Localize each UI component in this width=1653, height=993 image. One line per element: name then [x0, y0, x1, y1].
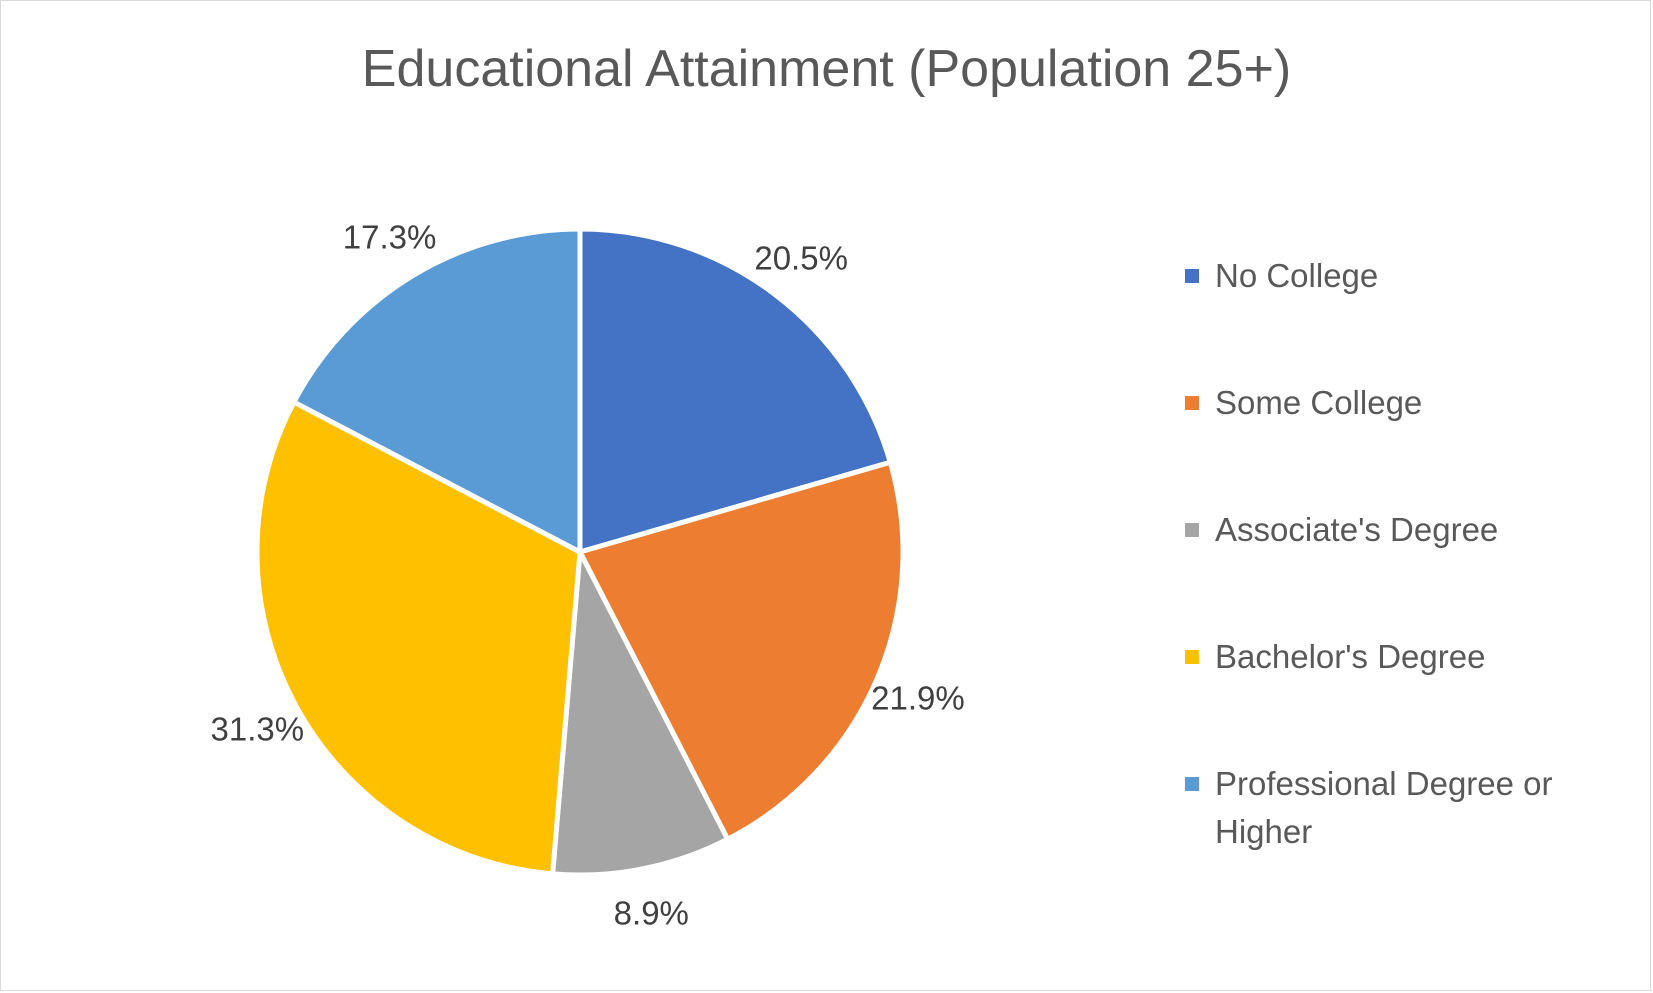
- chart-title: Educational Attainment (Population 25+): [361, 40, 1292, 98]
- pie-slice-some-college: [577, 459, 906, 842]
- pie-slice-professional-degree-or-higher: [291, 226, 583, 555]
- legend-item-professional-degree: Professional Degree or Higher: [1185, 760, 1605, 856]
- legend-item-associates-degree: Associate's Degree: [1185, 506, 1605, 554]
- legend-label: Professional Degree or Higher: [1215, 765, 1553, 850]
- data-label-some-college: 21.9%: [871, 679, 965, 716]
- legend-item-bachelors-degree: Bachelor's Degree: [1185, 633, 1605, 681]
- data-label-professional-degree-or-higher: 17.3%: [343, 219, 437, 256]
- legend-swatch: [1185, 777, 1199, 791]
- pie-slice-associate-s-degree: [550, 549, 731, 878]
- legend-label: Some College: [1215, 384, 1423, 421]
- legend-swatch: [1185, 269, 1199, 283]
- legend-swatch: [1185, 650, 1199, 664]
- pie-slice-no-college: [577, 226, 893, 555]
- legend-swatch: [1185, 396, 1199, 410]
- legend-item-some-college: Some College: [1185, 379, 1605, 427]
- data-label-associate-s-degree: 8.9%: [614, 895, 689, 932]
- legend-label: Associate's Degree: [1215, 511, 1499, 548]
- legend-swatch: [1185, 523, 1199, 537]
- data-label-no-college: 20.5%: [754, 239, 848, 276]
- data-label-bachelor-s-degree: 31.3%: [211, 710, 305, 747]
- legend-item-no-college: No College: [1185, 252, 1605, 300]
- legend-label: No College: [1215, 257, 1379, 294]
- pie-slice-bachelor-s-degree: [254, 399, 583, 877]
- legend-label: Bachelor's Degree: [1215, 638, 1486, 675]
